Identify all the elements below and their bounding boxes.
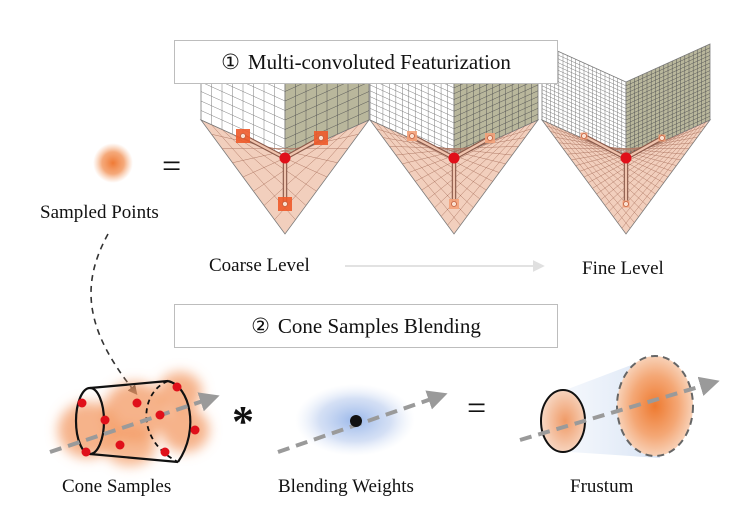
section-2-number: ② xyxy=(251,313,270,338)
cone-samples-figure xyxy=(49,372,220,466)
grid-cube-fine xyxy=(540,43,712,235)
section-2-title-box: ② Cone Samples Blending xyxy=(174,304,558,348)
section-1-number: ① xyxy=(221,49,240,74)
frustum-figure xyxy=(519,355,720,458)
multiply-operator: * xyxy=(232,397,254,446)
blending-weights-label: Blending Weights xyxy=(278,476,414,497)
fine-level-label: Fine Level xyxy=(582,258,664,279)
blending-weights-figure xyxy=(277,384,448,456)
sampled-points-label: Sampled Points xyxy=(40,202,159,223)
cone-samples-label: Cone Samples xyxy=(62,476,172,497)
equals-operator-top: = xyxy=(162,148,182,185)
sampled-to-cone-arrow xyxy=(90,233,138,395)
section-1-title: Multi-convoluted Featurization xyxy=(247,49,511,74)
coarse-level-label: Coarse Level xyxy=(209,255,310,276)
sampled-point-icon xyxy=(93,143,133,183)
frustum-label: Frustum xyxy=(570,476,634,497)
equals-operator-bottom: = xyxy=(467,390,487,427)
section-1-title-box: ① Multi-convoluted Featurization xyxy=(174,40,558,84)
section-2-title: Cone Samples Blending xyxy=(277,313,481,338)
